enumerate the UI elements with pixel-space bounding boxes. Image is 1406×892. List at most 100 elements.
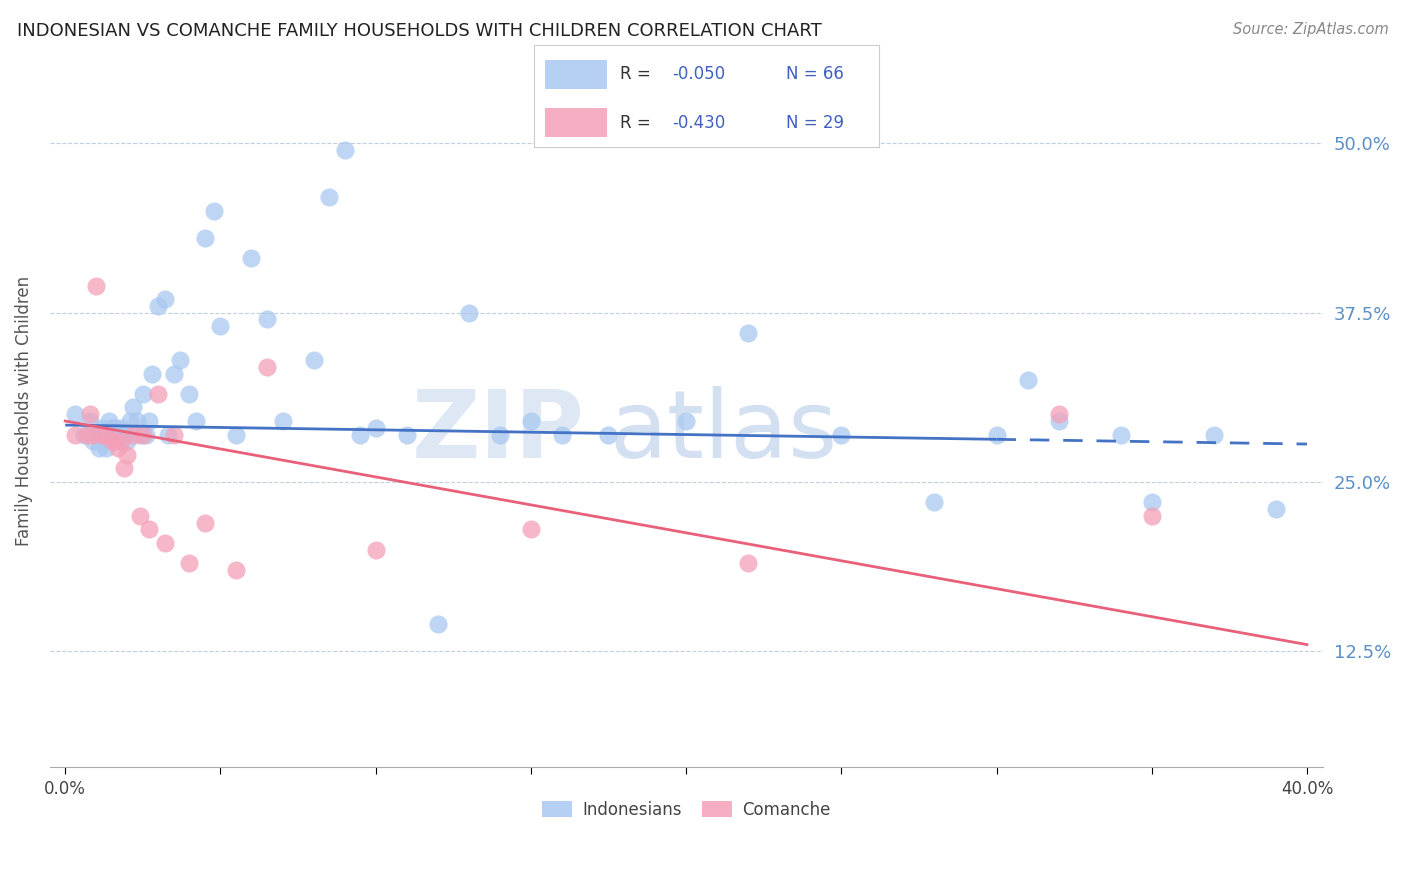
Point	[924, 495, 946, 509]
Point	[156, 427, 179, 442]
Point	[1109, 427, 1132, 442]
Point	[202, 204, 225, 219]
Point	[122, 401, 145, 415]
Point	[94, 427, 117, 442]
Point	[91, 427, 114, 442]
Point	[395, 427, 418, 442]
Point	[73, 427, 96, 442]
Point	[117, 427, 139, 442]
Text: INDONESIAN VS COMANCHE FAMILY HOUSEHOLDS WITH CHILDREN CORRELATION CHART: INDONESIAN VS COMANCHE FAMILY HOUSEHOLDS…	[17, 22, 821, 40]
Text: -0.050: -0.050	[672, 65, 725, 83]
Point	[271, 414, 294, 428]
Point	[318, 190, 340, 204]
Point	[364, 421, 387, 435]
Point	[135, 427, 157, 442]
Point	[132, 387, 155, 401]
Point	[163, 427, 186, 442]
Point	[1202, 427, 1225, 442]
Point	[107, 434, 129, 449]
Point	[675, 414, 697, 428]
Point	[76, 427, 98, 442]
Point	[110, 421, 132, 435]
Point	[100, 434, 122, 449]
Point	[112, 427, 135, 442]
Point	[1140, 508, 1163, 523]
Point	[138, 523, 160, 537]
Point	[256, 359, 278, 374]
Point	[169, 353, 191, 368]
Point	[79, 407, 101, 421]
Bar	[544, 60, 606, 88]
Point	[184, 414, 207, 428]
Text: atlas: atlas	[610, 386, 838, 478]
Point	[333, 143, 356, 157]
Text: ZIP: ZIP	[412, 386, 585, 478]
Point	[349, 427, 371, 442]
Point	[179, 387, 201, 401]
Point	[830, 427, 852, 442]
Point	[94, 441, 117, 455]
Point	[138, 414, 160, 428]
Point	[488, 427, 510, 442]
Point	[63, 427, 86, 442]
Y-axis label: Family Households with Children: Family Households with Children	[15, 276, 32, 546]
Point	[1047, 407, 1070, 421]
Point	[520, 414, 543, 428]
Point	[179, 557, 201, 571]
Point	[117, 448, 139, 462]
Point	[112, 461, 135, 475]
Point	[163, 367, 186, 381]
Point	[240, 252, 263, 266]
Point	[63, 407, 86, 421]
Point	[89, 441, 111, 455]
Point	[194, 231, 217, 245]
Point	[520, 523, 543, 537]
Point	[148, 299, 170, 313]
Point	[110, 427, 132, 442]
Point	[91, 427, 114, 442]
Point	[598, 427, 620, 442]
Point	[986, 427, 1008, 442]
Point	[1265, 502, 1288, 516]
Point	[91, 421, 114, 435]
Text: Source: ZipAtlas.com: Source: ZipAtlas.com	[1233, 22, 1389, 37]
Point	[79, 414, 101, 428]
Point	[104, 434, 127, 449]
Point	[1140, 495, 1163, 509]
Point	[457, 305, 479, 319]
Point	[256, 312, 278, 326]
Point	[110, 434, 132, 449]
Point	[84, 427, 107, 442]
Bar	[544, 108, 606, 137]
Point	[120, 414, 142, 428]
Point	[100, 434, 122, 449]
Point	[153, 292, 176, 306]
Point	[128, 508, 150, 523]
Text: R =: R =	[620, 65, 657, 83]
Point	[107, 427, 129, 442]
Point	[148, 387, 170, 401]
Point	[128, 427, 150, 442]
Point	[225, 427, 247, 442]
Point	[551, 427, 574, 442]
Point	[132, 427, 155, 442]
Point	[100, 421, 122, 435]
Text: -0.430: -0.430	[672, 113, 725, 131]
Point	[225, 563, 247, 577]
Text: R =: R =	[620, 113, 657, 131]
Point	[125, 414, 148, 428]
Point	[426, 617, 449, 632]
Text: N = 66: N = 66	[786, 65, 844, 83]
Point	[104, 421, 127, 435]
Point	[737, 326, 759, 340]
Point	[117, 434, 139, 449]
Point	[82, 434, 104, 449]
Point	[153, 536, 176, 550]
Point	[364, 542, 387, 557]
Point	[302, 353, 325, 368]
Point	[194, 516, 217, 530]
Point	[141, 367, 163, 381]
Point	[94, 427, 117, 442]
Text: N = 29: N = 29	[786, 113, 844, 131]
Point	[84, 278, 107, 293]
